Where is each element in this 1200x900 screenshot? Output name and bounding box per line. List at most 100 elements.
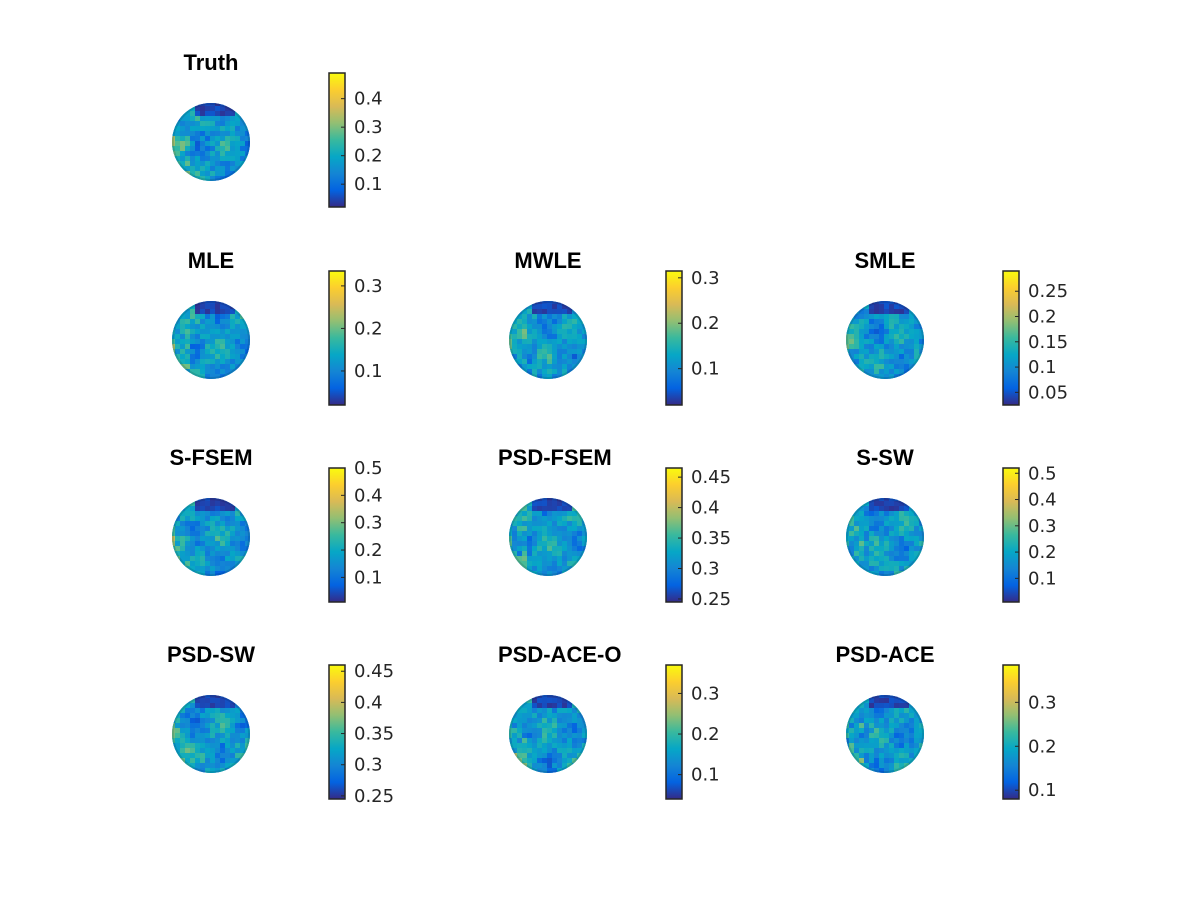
heatmap-cell <box>909 314 915 320</box>
heatmap-cell <box>869 501 875 507</box>
heatmap-cell <box>582 521 587 527</box>
heatmap-cell <box>195 309 201 315</box>
heatmap-cell <box>195 546 201 552</box>
heatmap-cell <box>557 521 563 527</box>
heatmap-cell <box>557 374 563 379</box>
heatmap-cell <box>185 561 191 567</box>
heatmap-cell <box>200 733 206 739</box>
heatmap-cell <box>517 541 523 547</box>
heatmap-cell <box>517 546 523 552</box>
heatmap-cell <box>512 354 518 360</box>
heatmap-cell <box>220 728 226 734</box>
heatmap-cell <box>220 314 226 320</box>
heatmap-cell <box>175 349 181 355</box>
heatmap-cell <box>522 718 528 724</box>
heatmap-cell <box>542 753 548 759</box>
heatmap-cell <box>215 718 221 724</box>
heatmap-cell <box>175 339 181 345</box>
heatmap-cell <box>522 334 528 340</box>
heatmap-cell <box>552 498 558 502</box>
heatmap-cell <box>235 733 241 739</box>
heatmap-cell <box>235 723 241 729</box>
sphere-heatmap <box>509 695 587 773</box>
heatmap-cell <box>894 511 900 517</box>
heatmap-cell <box>172 526 176 532</box>
chart-panel: MLE 0.1 0.2 0.3 <box>161 248 441 428</box>
heatmap-cell <box>859 516 865 522</box>
heatmap-cell <box>884 556 890 562</box>
heatmap-cell <box>210 151 216 157</box>
heatmap-cell <box>577 354 583 360</box>
heatmap-cell <box>220 136 226 142</box>
heatmap-cell <box>874 723 880 729</box>
heatmap-cell <box>220 536 226 542</box>
heatmap-cell <box>512 546 518 552</box>
heatmap-cell <box>205 111 211 117</box>
heatmap-cell <box>230 111 236 117</box>
heatmap-cell <box>172 536 176 542</box>
heatmap-cell <box>562 319 568 325</box>
heatmap-cell <box>509 526 513 532</box>
heatmap-cell <box>205 309 211 315</box>
heatmap-cell <box>859 359 865 365</box>
heatmap-cell <box>889 344 895 350</box>
heatmap-cell <box>859 551 865 557</box>
heatmap-cell <box>864 506 870 512</box>
heatmap-cell <box>532 713 538 719</box>
heatmap-cell <box>240 126 246 132</box>
heatmap-cell <box>215 161 221 167</box>
heatmap-cell <box>879 695 885 699</box>
heatmap-cell <box>220 738 226 744</box>
heatmap-cell <box>879 344 885 350</box>
heatmap-cell <box>220 698 226 704</box>
heatmap-cell <box>542 698 548 704</box>
heatmap-cell <box>522 703 528 709</box>
heatmap-cell <box>190 369 196 375</box>
heatmap-cell <box>846 733 850 739</box>
heatmap-cell <box>909 324 915 330</box>
heatmap-cell <box>909 511 915 517</box>
heatmap-cell <box>874 344 880 350</box>
heatmap-cell <box>235 309 241 315</box>
heatmap-cell <box>552 708 558 714</box>
heatmap-cell <box>884 301 890 305</box>
heatmap-cell <box>190 324 196 330</box>
heatmap-cell <box>240 713 246 719</box>
heatmap-cell <box>180 319 186 325</box>
heatmap-cell <box>567 359 573 365</box>
heatmap-cell <box>220 708 226 714</box>
heatmap-cell <box>220 131 226 137</box>
heatmap-cell <box>909 561 915 567</box>
colorbar-gradient <box>1002 467 1020 603</box>
heatmap-cell <box>180 718 186 724</box>
heatmap-cell <box>899 344 905 350</box>
chart-panel: PSD-ACE-O 0.1 0.2 0.3 <box>498 642 778 822</box>
heatmap-cell <box>552 698 558 704</box>
heatmap-cell <box>567 556 573 562</box>
heatmap-cell <box>230 364 236 370</box>
heatmap-cell <box>245 136 250 142</box>
heatmap-cell <box>914 319 920 325</box>
heatmap-cell <box>537 556 543 562</box>
heatmap-cell <box>220 733 226 739</box>
heatmap-cell <box>195 748 201 754</box>
heatmap-cell <box>215 551 221 557</box>
heatmap-cell <box>215 324 221 330</box>
heatmap-cell <box>562 708 568 714</box>
heatmap-cell <box>552 536 558 542</box>
heatmap-cell <box>567 319 573 325</box>
heatmap-cell <box>884 738 890 744</box>
heatmap-cell <box>879 309 885 315</box>
heatmap-cell <box>225 319 231 325</box>
heatmap-cell <box>854 354 860 360</box>
heatmap-cell <box>884 319 890 325</box>
heatmap-cell <box>849 521 855 527</box>
heatmap-cell <box>884 329 890 335</box>
heatmap-cell <box>225 141 231 147</box>
heatmap-cell <box>240 359 246 365</box>
heatmap-cell <box>572 319 578 325</box>
heatmap-cell <box>899 526 905 532</box>
heatmap-cell <box>240 743 246 749</box>
heatmap-cell <box>522 516 528 522</box>
heatmap-cell <box>894 501 900 507</box>
